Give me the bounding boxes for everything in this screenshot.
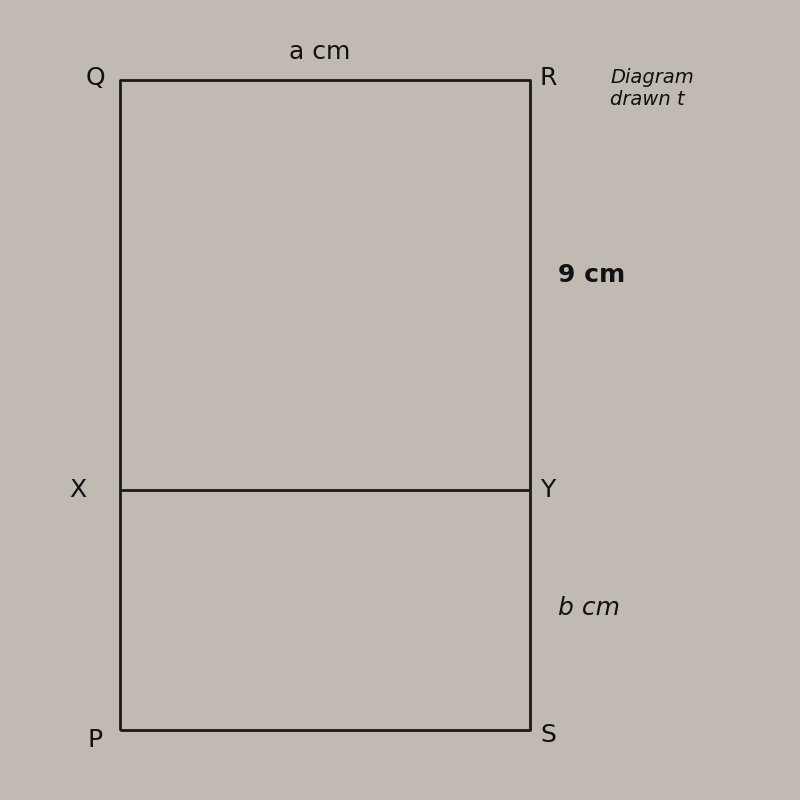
Text: X: X [70,478,86,502]
Text: S: S [540,723,556,747]
Text: a cm: a cm [290,40,350,64]
Text: P: P [87,728,102,752]
Text: R: R [539,66,557,90]
Text: b cm: b cm [558,596,620,620]
Text: Diagram
drawn t: Diagram drawn t [610,68,694,109]
Text: 9 cm: 9 cm [558,263,626,287]
Text: Q: Q [85,66,105,90]
Text: Y: Y [540,478,556,502]
